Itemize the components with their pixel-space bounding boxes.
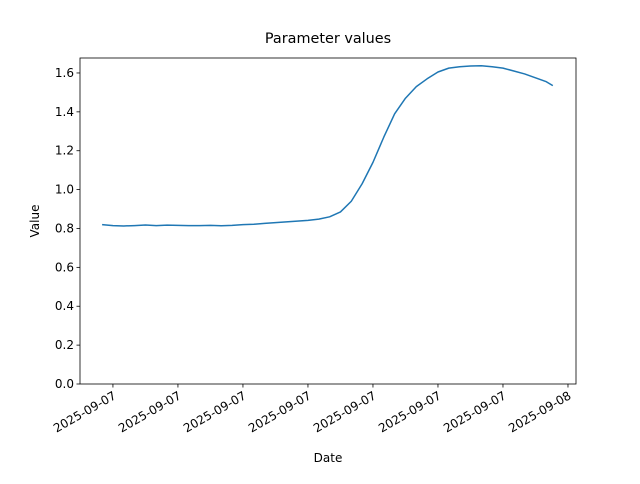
x-tick-label: 2025-09-07 bbox=[181, 388, 248, 435]
chart-title: Parameter values bbox=[265, 31, 391, 47]
x-tick-label: 2025-09-07 bbox=[441, 388, 508, 435]
y-tick-label: 0.8 bbox=[55, 221, 74, 235]
x-tick-label: 2025-09-08 bbox=[506, 388, 573, 435]
plot-frame bbox=[79, 57, 577, 385]
x-axis-label: Date bbox=[314, 451, 343, 465]
x-tick-label: 2025-09-07 bbox=[376, 388, 443, 435]
y-tick-label: 0.0 bbox=[55, 377, 74, 391]
y-axis-label: Value bbox=[28, 205, 42, 238]
y-tick-label: 1.4 bbox=[55, 105, 74, 119]
y-tick-label: 0.4 bbox=[55, 299, 74, 313]
x-tick-label: 2025-09-07 bbox=[116, 388, 183, 435]
y-tick-label: 1.2 bbox=[55, 144, 74, 158]
y-tick-label: 1.0 bbox=[55, 183, 74, 197]
y-tick-label: 0.6 bbox=[55, 260, 74, 274]
x-tick-label: 2025-09-07 bbox=[246, 388, 313, 435]
x-tick-label: 2025-09-07 bbox=[311, 388, 378, 435]
x-tick-label: 2025-09-07 bbox=[51, 388, 118, 435]
y-tick-label: 1.6 bbox=[55, 66, 74, 80]
data-line bbox=[102, 65, 554, 227]
y-tick-label: 0.2 bbox=[55, 338, 74, 352]
